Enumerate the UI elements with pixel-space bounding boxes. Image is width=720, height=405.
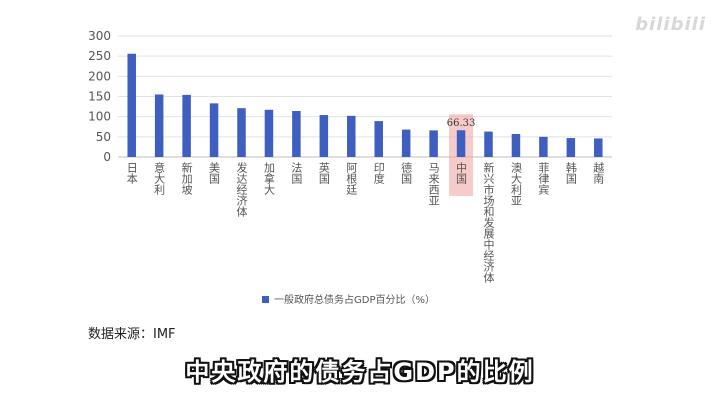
y-tick-label: 250 (88, 49, 111, 63)
x-tick-label: 日本 (125, 162, 138, 185)
y-tick-label: 100 (88, 110, 111, 124)
bar-5 (264, 109, 274, 157)
x-tick-label: 印度 (372, 162, 385, 185)
bar-15 (539, 136, 548, 157)
data-label-china: 66.33 (447, 118, 476, 129)
x-tick-label: 美国 (208, 162, 221, 185)
bar-9 (374, 121, 383, 157)
y-tick-label: 200 (88, 69, 111, 83)
x-tick-label: 意大利 (153, 161, 166, 195)
bar-1 (154, 94, 164, 157)
bar-7 (319, 115, 329, 157)
x-tick-label: 韩国 (564, 161, 577, 185)
y-tick-label: 50 (96, 130, 111, 144)
x-tick-label: 英国 (317, 161, 330, 185)
x-tick-label: 澳大利亚 (509, 162, 522, 206)
y-tick-label: 300 (88, 29, 111, 43)
x-tick-label: 菲律宾 (537, 162, 550, 195)
x-tick-label: 中国 (455, 162, 468, 185)
x-tick-label: 新兴市场和发展中经济体 (482, 161, 495, 283)
bar-10 (401, 129, 411, 157)
bar-11 (429, 130, 438, 157)
y-tick-label: 150 (88, 90, 111, 104)
x-tick-label: 发达经济体 (235, 161, 248, 217)
x-tick-label: 德国 (400, 161, 413, 185)
bar-16 (566, 138, 576, 157)
bar-2 (182, 94, 191, 157)
x-tick-label: 阿根廷 (345, 162, 358, 196)
bar-4 (237, 108, 246, 157)
x-tick-label: 新加坡 (180, 161, 193, 196)
bar-0 (127, 53, 136, 157)
bar-3 (209, 103, 219, 157)
video-subtitle: 中央政府的债务占GDP的比例 (185, 358, 535, 386)
bar-13 (484, 131, 493, 157)
data-source-label: 数据来源：IMF (88, 327, 176, 342)
bar-8 (347, 115, 356, 157)
bar-17 (594, 138, 603, 157)
legend-label: 一般政府总债务占GDP百分比（%） (274, 293, 435, 306)
bar-6 (292, 111, 301, 157)
legend-swatch (262, 296, 269, 303)
x-tick-label: 法国 (290, 161, 303, 185)
x-tick-label: 马来西亚 (427, 162, 440, 206)
x-tick-label: 加拿大 (262, 162, 275, 195)
bar-14 (511, 134, 521, 157)
x-tick-label: 越南 (592, 161, 605, 184)
bar-12 (456, 130, 466, 157)
y-tick-label: 0 (103, 150, 111, 164)
bilibili-watermark: bilibili (635, 14, 706, 35)
